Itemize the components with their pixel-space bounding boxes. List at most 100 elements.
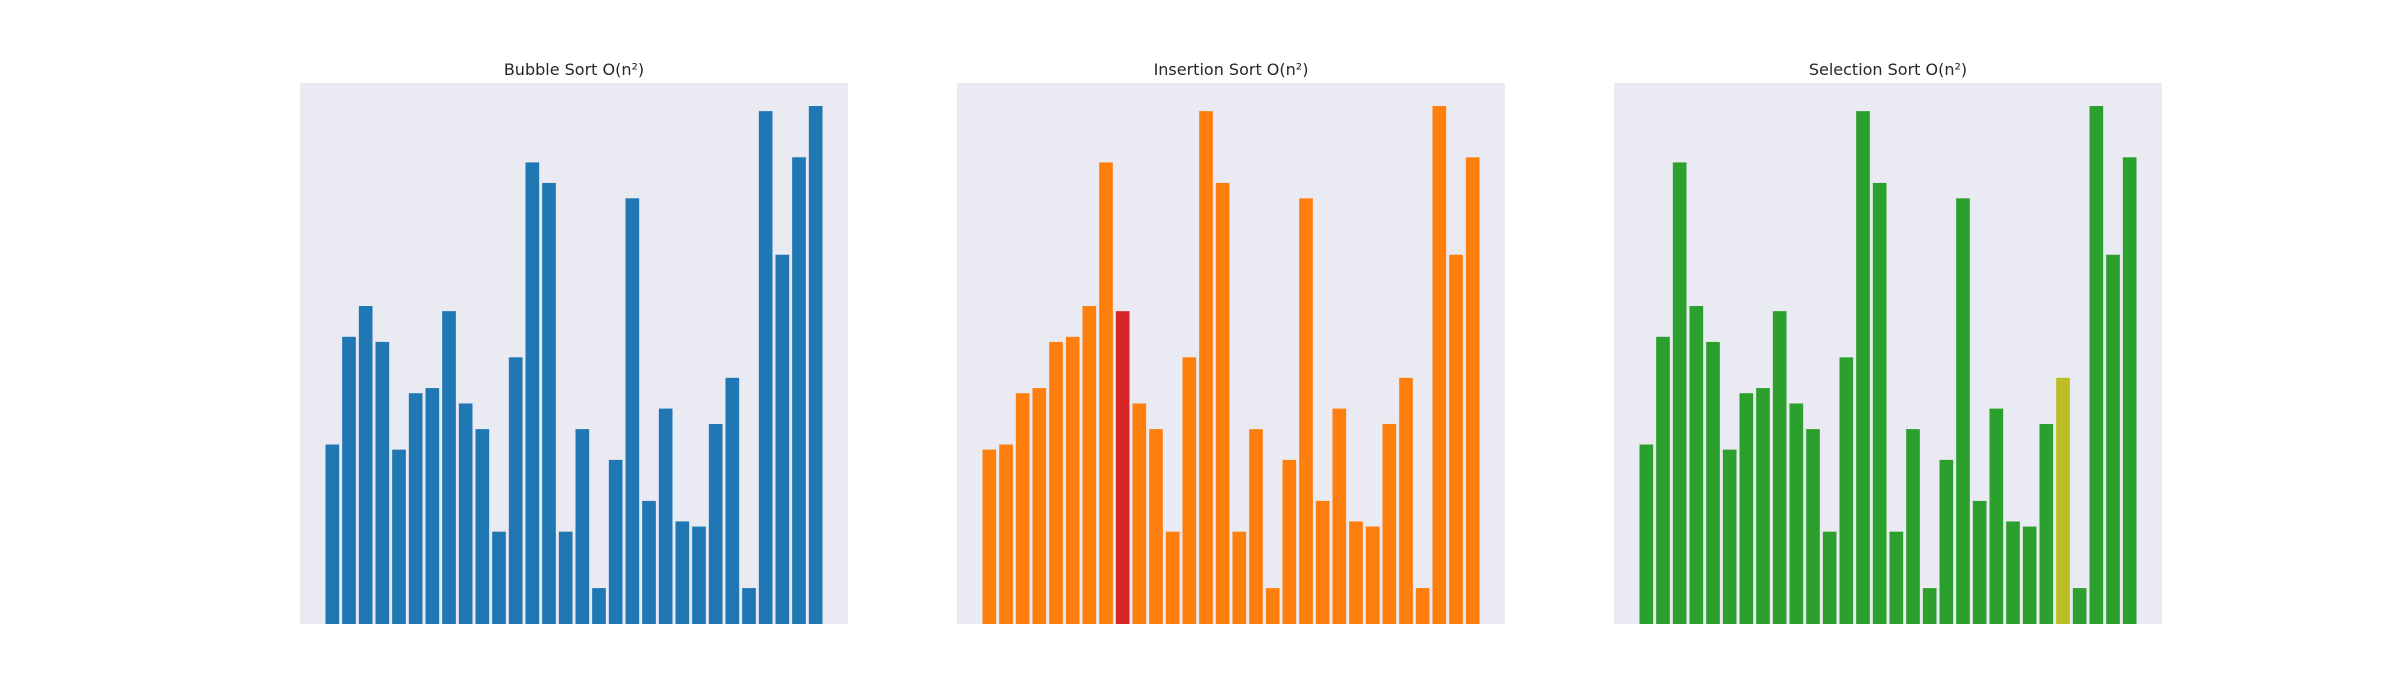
bar-5 <box>1065 336 1080 624</box>
bar-17 <box>1922 588 1937 624</box>
bar-25 <box>2056 377 2070 624</box>
bar-29 <box>1465 157 1480 624</box>
bar-4 <box>1049 341 1063 624</box>
bar-16 <box>592 588 606 624</box>
bar-24 <box>1382 423 1397 624</box>
bar-12 <box>1182 357 1197 624</box>
bar-11 <box>508 357 523 624</box>
bar-8 <box>458 403 473 624</box>
bar-15 <box>1232 531 1247 624</box>
bar-26 <box>1415 588 1430 624</box>
bar-19 <box>1299 198 1313 624</box>
bubble-sort-chart <box>325 106 823 624</box>
bar-0 <box>1639 444 1654 624</box>
bar-8 <box>1772 311 1787 624</box>
bar-6 <box>425 388 440 624</box>
bar-6 <box>1082 306 1097 624</box>
bar-26 <box>758 111 773 624</box>
bar-4 <box>1706 341 1720 624</box>
bar-16 <box>1249 429 1263 624</box>
selection-sort-plot-area <box>1614 83 2162 624</box>
bar-17 <box>1265 588 1280 624</box>
bar-7 <box>442 311 456 624</box>
bar-20 <box>1315 500 1330 624</box>
bar-3 <box>375 341 390 624</box>
bar-24 <box>725 377 740 624</box>
bar-10 <box>492 531 506 624</box>
bubble-sort-plot-area <box>300 83 848 624</box>
bar-23 <box>708 423 723 624</box>
bar-26 <box>2072 588 2087 624</box>
bar-3 <box>1689 306 1704 624</box>
bar-14 <box>1215 182 1230 624</box>
bar-14 <box>1872 182 1887 624</box>
bar-2 <box>358 306 373 624</box>
insertion-sort-plot-area <box>957 83 1505 624</box>
bar-18 <box>625 198 640 624</box>
bar-22 <box>2006 521 2020 624</box>
bar-7 <box>1099 162 1113 624</box>
bubble-sort-title: Bubble Sort O(n²) <box>503 60 645 79</box>
bar-8 <box>1115 311 1130 624</box>
bar-13 <box>1199 111 1213 624</box>
bar-15 <box>1889 531 1904 624</box>
bar-5 <box>1722 449 1737 624</box>
bar-25 <box>1399 377 1413 624</box>
bar-9 <box>1132 403 1147 624</box>
bar-19 <box>642 500 656 624</box>
bar-0 <box>325 444 340 624</box>
bar-28 <box>792 157 806 624</box>
selection-sort-panel: Selection Sort O(n²) <box>1614 0 2162 700</box>
bar-27 <box>2089 106 2104 624</box>
bar-19 <box>1956 198 1970 624</box>
bar-10 <box>1806 429 1820 624</box>
bar-18 <box>1939 459 1954 624</box>
bar-6 <box>1739 393 1754 624</box>
bar-13 <box>542 182 556 624</box>
bar-11 <box>1822 531 1837 624</box>
bar-15 <box>575 429 590 624</box>
bar-29 <box>808 106 823 624</box>
bar-4 <box>392 449 406 624</box>
bar-1 <box>1656 336 1670 624</box>
bar-21 <box>1989 408 2004 624</box>
insertion-sort-panel: Insertion Sort O(n²) <box>957 0 1505 700</box>
bar-21 <box>675 521 690 624</box>
bar-3 <box>1032 388 1047 624</box>
bar-18 <box>1282 459 1297 624</box>
bar-20 <box>1972 500 1987 624</box>
bar-1 <box>342 336 356 624</box>
bar-10 <box>1149 429 1163 624</box>
bar-20 <box>658 408 673 624</box>
bar-23 <box>2022 526 2037 624</box>
bar-9 <box>475 429 490 624</box>
bar-28 <box>2106 254 2120 624</box>
bar-9 <box>1789 403 1804 624</box>
bar-21 <box>1332 408 1347 624</box>
bar-23 <box>1365 526 1380 624</box>
bar-27 <box>775 254 790 624</box>
bar-1 <box>999 444 1013 624</box>
bar-5 <box>408 393 423 624</box>
selection-sort-chart <box>1639 106 2137 624</box>
bar-2 <box>1015 393 1030 624</box>
bar-22 <box>1349 521 1363 624</box>
bar-27 <box>1432 106 1447 624</box>
bar-24 <box>2039 423 2054 624</box>
insertion-sort-title: Insertion Sort O(n²) <box>1153 60 1309 79</box>
bar-2 <box>1672 162 1687 624</box>
bar-12 <box>525 162 540 624</box>
bar-25 <box>742 588 756 624</box>
bar-14 <box>558 531 573 624</box>
bar-7 <box>1756 388 1770 624</box>
bubble-sort-panel: Bubble Sort O(n²) <box>300 0 848 700</box>
bar-0 <box>982 449 997 624</box>
bar-12 <box>1839 357 1854 624</box>
insertion-sort-chart <box>982 106 1480 624</box>
bar-13 <box>1856 111 1870 624</box>
bar-17 <box>608 459 623 624</box>
bar-16 <box>1906 429 1920 624</box>
bar-11 <box>1165 531 1180 624</box>
bar-28 <box>1449 254 1463 624</box>
